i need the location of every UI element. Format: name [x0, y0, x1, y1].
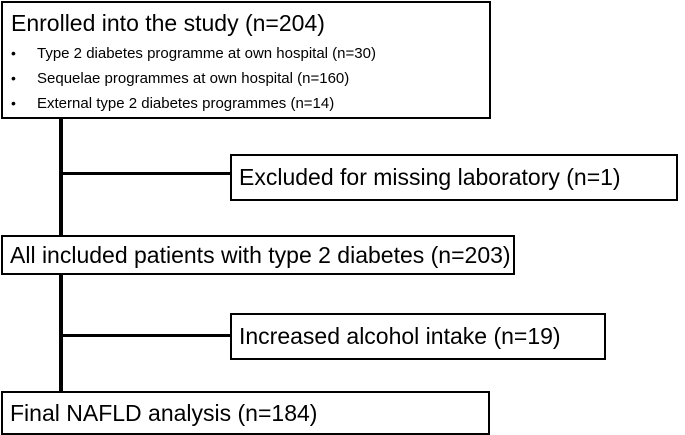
- flow-connector-included-to-final: [59, 275, 63, 391]
- excluded-alcohol-intake-label: Increased alcohol intake (n=19): [239, 323, 561, 349]
- list-item-label: Type 2 diabetes programme at own hospita…: [37, 45, 376, 62]
- final-analysis-box: Final NAFLD analysis (n=184): [1, 391, 490, 435]
- enrolled-title: Enrolled into the study (n=204): [11, 10, 325, 36]
- list-item: • Sequelae programmes at own hospital (n…: [11, 66, 489, 91]
- bullet-icon: •: [11, 70, 16, 86]
- flow-connector-enrolled-to-included: [59, 119, 63, 235]
- excluded-missing-laboratory-box: Excluded for missing laboratory (n=1): [230, 154, 678, 201]
- enrolled-box: Enrolled into the study (n=204) • Type 2…: [1, 1, 491, 119]
- final-analysis-label: Final NAFLD analysis (n=184): [10, 399, 318, 426]
- excluded-alcohol-intake-box: Increased alcohol intake (n=19): [230, 313, 606, 360]
- flow-branch-to-alcohol-intake: [59, 334, 230, 337]
- enrolled-source-list: • Type 2 diabetes programme at own hospi…: [11, 41, 489, 116]
- excluded-missing-laboratory-label: Excluded for missing laboratory (n=1): [239, 164, 621, 190]
- bullet-icon: •: [11, 95, 16, 111]
- included-patients-box: All included patients with type 2 diabet…: [1, 235, 515, 275]
- list-item: • Type 2 diabetes programme at own hospi…: [11, 41, 489, 66]
- flow-branch-to-missing-laboratory: [59, 172, 230, 175]
- list-item-label: Sequelae programmes at own hospital (n=1…: [37, 70, 350, 87]
- list-item: • External type 2 diabetes programmes (n…: [11, 91, 489, 116]
- bullet-icon: •: [11, 45, 16, 61]
- included-patients-label: All included patients with type 2 diabet…: [10, 241, 511, 268]
- list-item-label: External type 2 diabetes programmes (n=1…: [37, 95, 335, 112]
